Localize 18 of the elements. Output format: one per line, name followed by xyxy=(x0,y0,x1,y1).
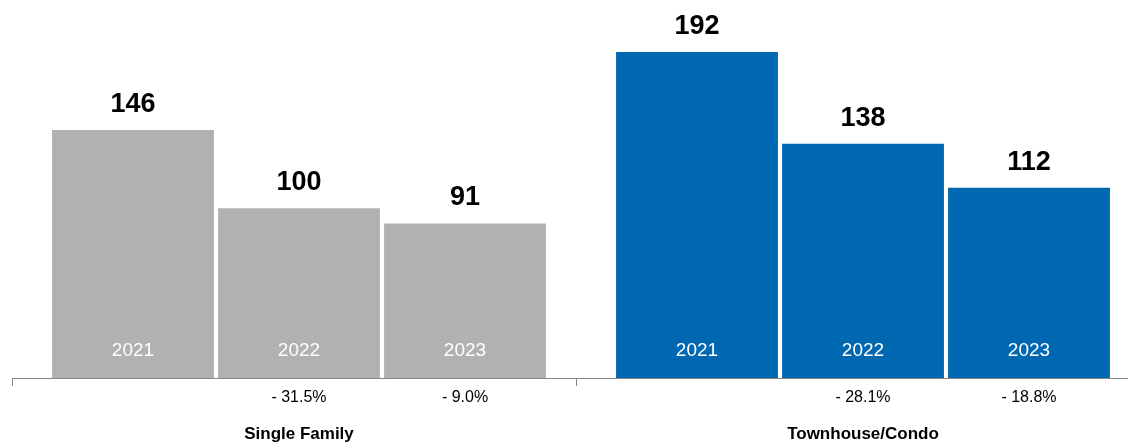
x-tick-label: 2022 xyxy=(841,339,885,361)
data-label: 146 xyxy=(110,88,156,119)
x-tick-label: 2023 xyxy=(1007,339,1051,361)
x-tick-label: 2021 xyxy=(111,339,155,361)
x-axis-title: Single Family xyxy=(244,423,355,443)
x-tick-label: 2023 xyxy=(443,339,487,361)
text: - 18.8% xyxy=(1001,388,1057,406)
x-tick-label: 2021 xyxy=(675,339,719,361)
data-label: 91 xyxy=(449,181,481,212)
x-tick-label: 2022 xyxy=(277,339,321,361)
data-label: 100 xyxy=(276,166,322,197)
x-axis-title: Townhouse/Condo xyxy=(787,423,939,443)
text: - 31.5% xyxy=(271,388,327,406)
data-label: 138 xyxy=(840,101,886,132)
data-label: 192 xyxy=(674,9,720,40)
text: - 28.1% xyxy=(835,388,891,406)
text: - 9.0% xyxy=(441,388,489,406)
data-label: 112 xyxy=(1007,145,1051,176)
